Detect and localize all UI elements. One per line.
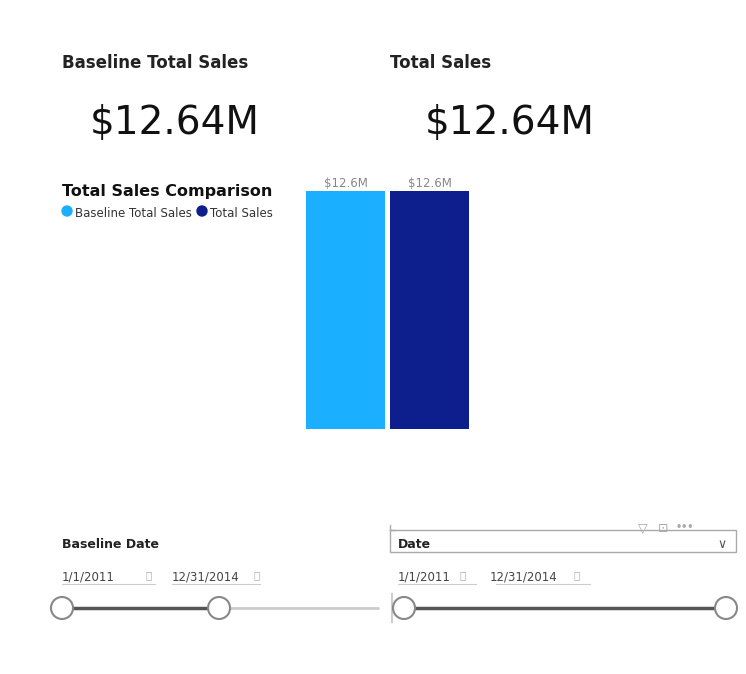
Text: Baseline Date: Baseline Date [62, 538, 159, 551]
Text: $12.6M: $12.6M [407, 177, 451, 190]
Circle shape [208, 597, 230, 619]
Circle shape [393, 597, 415, 619]
Text: 1/1/2011: 1/1/2011 [398, 570, 451, 583]
Text: Date: Date [398, 538, 431, 551]
Circle shape [62, 206, 72, 216]
Text: ⊡: ⊡ [658, 522, 668, 535]
Text: $12.64M: $12.64M [90, 104, 260, 142]
Text: $12.6M: $12.6M [324, 177, 367, 190]
Text: ▽: ▽ [638, 522, 648, 535]
Text: ∨: ∨ [718, 538, 727, 551]
Text: •••: ••• [676, 522, 695, 532]
Text: 12/31/2014: 12/31/2014 [490, 570, 558, 583]
Circle shape [51, 597, 73, 619]
Text: 1/1/2011: 1/1/2011 [62, 570, 115, 583]
Text: Total Sales Comparison: Total Sales Comparison [62, 184, 272, 199]
Text: Baseline Total Sales: Baseline Total Sales [75, 207, 192, 220]
Bar [389, 191, 469, 429]
Bar [306, 191, 386, 429]
Text: Baseline Total Sales: Baseline Total Sales [62, 54, 248, 72]
Text: Total Sales: Total Sales [390, 54, 491, 72]
Circle shape [197, 206, 207, 216]
Circle shape [715, 597, 737, 619]
FancyBboxPatch shape [390, 530, 736, 552]
Text: 🗓: 🗓 [253, 570, 260, 580]
Text: 🗓: 🗓 [574, 570, 580, 580]
Text: 🗓: 🗓 [460, 570, 466, 580]
Text: Total Sales: Total Sales [210, 207, 273, 220]
Text: 12/31/2014: 12/31/2014 [172, 570, 239, 583]
Text: 🗓: 🗓 [145, 570, 151, 580]
Text: $12.64M: $12.64M [425, 104, 595, 142]
